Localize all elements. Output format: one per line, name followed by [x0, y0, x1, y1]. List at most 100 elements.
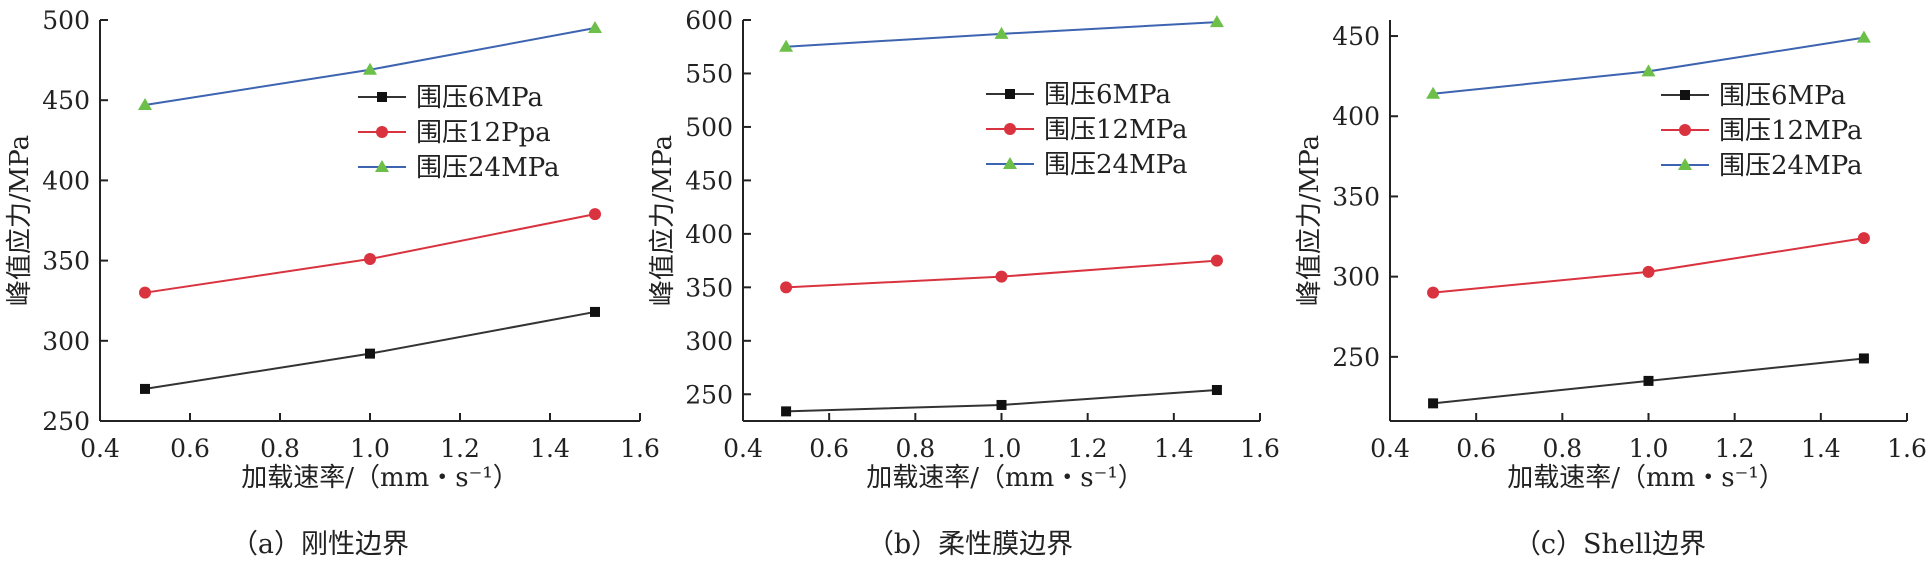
x-tick-label: 0.4 [723, 434, 763, 463]
data-point-triangle [994, 26, 1009, 39]
data-point-circle [780, 281, 793, 294]
data-point-square [996, 399, 1007, 410]
data-point-triangle [363, 62, 377, 75]
data-point-circle [1210, 254, 1223, 267]
x-tick-label: 0.4 [1370, 434, 1410, 463]
y-tick-label: 400 [42, 166, 90, 195]
y-tick-label: 350 [42, 247, 90, 276]
y-tick-label: 400 [685, 220, 733, 249]
data-point-circle [1004, 123, 1016, 135]
legend: 围压6MPa 围压12MPa 围压24MPa [986, 80, 1188, 180]
x-tick-label: 0.6 [809, 434, 849, 463]
panel-caption: （b）柔性膜边界 [867, 529, 1073, 560]
data-point-circle [139, 286, 151, 299]
legend-label: 围压6MPa [1719, 81, 1846, 111]
data-point-square [590, 306, 600, 317]
x-tick-label: 0.4 [80, 434, 120, 463]
data-point-square [1643, 375, 1654, 386]
x-tick-label: 1.2 [440, 434, 480, 463]
y-tick-label: 300 [1332, 263, 1380, 292]
x-tick-label: 1.0 [350, 434, 390, 463]
y-tick-label: 250 [685, 380, 733, 409]
y-tick-label: 300 [685, 327, 733, 356]
legend-label: 围压6MPa [1044, 80, 1171, 110]
x-tick-label: 0.8 [260, 434, 300, 463]
data-point-triangle [1678, 158, 1692, 170]
data-point-triangle [375, 160, 389, 172]
data-point-square [365, 348, 375, 359]
data-point-triangle [1641, 64, 1656, 77]
x-tick-label: 1.4 [1801, 434, 1841, 463]
series-line-2 [1432, 237, 1865, 294]
data-point-triangle [1003, 157, 1017, 169]
x-tick-label: 1.4 [530, 434, 570, 463]
x-tick-label: 0.6 [170, 434, 210, 463]
data-point-circle [364, 252, 376, 265]
legend: 围压6MPa 围压12MPa 围压24MPa [1661, 81, 1863, 181]
legend-label: 围压12Ppa [416, 118, 551, 148]
panel-caption: （c）Shell边界 [1514, 529, 1706, 560]
y-tick-label: 400 [1332, 102, 1380, 131]
y-tick-label: 250 [42, 407, 90, 436]
data-point-circle [995, 270, 1008, 283]
x-tick-label: 0.6 [1456, 434, 1496, 463]
data-point-circle [1642, 265, 1655, 278]
data-point-square [1005, 89, 1015, 99]
data-point-triangle [1426, 86, 1441, 99]
chart-panel-3: 0.4 0.6 0.8 1.0 1.2 1.4 1.6 250 300 350 400 450 加载速率… [1295, 20, 1927, 560]
legend-label: 围压12MPa [1044, 115, 1188, 145]
y-tick-label: 450 [685, 166, 733, 195]
y-tick-label: 350 [1332, 182, 1380, 211]
data-point-circle [1857, 232, 1870, 245]
data-point-triangle [1209, 15, 1224, 28]
data-point-circle [376, 126, 388, 138]
y-tick-label: 600 [685, 6, 733, 35]
y-tick-label: 250 [1332, 343, 1380, 372]
y-tick-label: 450 [42, 86, 90, 115]
data-point-triangle [138, 98, 152, 111]
x-tick-label: 1.2 [1715, 434, 1755, 463]
data-point-circle [589, 208, 601, 221]
legend-label: 围压12MPa [1719, 116, 1863, 146]
y-tick-label: 500 [685, 113, 733, 142]
data-point-circle [1427, 286, 1440, 299]
data-point-square [781, 406, 792, 417]
chart-panel-2: 0.4 0.6 0.8 1.0 1.2 1.4 1.6 250 300 350 400 450 500 5… [648, 6, 1280, 560]
y-tick-label: 500 [42, 6, 90, 35]
y-axis-title: 峰值应力/MPa [648, 135, 678, 306]
y-tick-label: 300 [42, 327, 90, 356]
x-tick-label: 1.0 [1629, 434, 1669, 463]
data-point-square [1428, 398, 1439, 409]
y-axis-title: 峰值应力/MPa [1295, 135, 1325, 306]
chart-panel-1: 0.4 0.6 0.8 1.0 1.2 1.4 1.6 250 300 350 400 450 500 加… [5, 6, 660, 560]
data-point-square [1680, 90, 1690, 100]
x-axis-title: 加载速率/（mm・s⁻¹） [241, 463, 519, 493]
legend-label: 围压24MPa [1719, 151, 1863, 181]
x-tick-label: 1.2 [1068, 434, 1108, 463]
legend-label: 围压24MPa [1044, 150, 1188, 180]
x-tick-label: 0.8 [1542, 434, 1582, 463]
y-tick-label: 350 [685, 273, 733, 302]
x-tick-label: 1.0 [982, 434, 1022, 463]
x-tick-label: 1.4 [1154, 434, 1194, 463]
x-axis-title: 加载速率/（mm・s⁻¹） [866, 463, 1144, 493]
x-tick-label: 1.6 [1887, 434, 1927, 463]
x-tick-label: 1.6 [1240, 434, 1280, 463]
legend-label: 围压6MPa [416, 83, 543, 113]
data-point-square [1211, 384, 1222, 395]
legend: 围压6MPa 围压12Ppa 围压24MPa [358, 83, 560, 183]
x-tick-label: 1.6 [620, 434, 660, 463]
data-point-triangle [588, 21, 602, 34]
data-point-square [140, 383, 150, 394]
data-point-triangle [779, 39, 794, 52]
y-tick-label: 550 [685, 59, 733, 88]
x-axis-title: 加载速率/（mm・s⁻¹） [1507, 463, 1785, 493]
y-axis-title: 峰值应力/MPa [5, 135, 35, 306]
panel-caption: （a）刚性边界 [231, 529, 409, 560]
data-point-square [1858, 353, 1869, 364]
data-point-circle [1679, 124, 1691, 136]
y-tick-label: 450 [1332, 22, 1380, 51]
data-point-square [377, 92, 387, 102]
data-point-triangle [1856, 30, 1871, 43]
